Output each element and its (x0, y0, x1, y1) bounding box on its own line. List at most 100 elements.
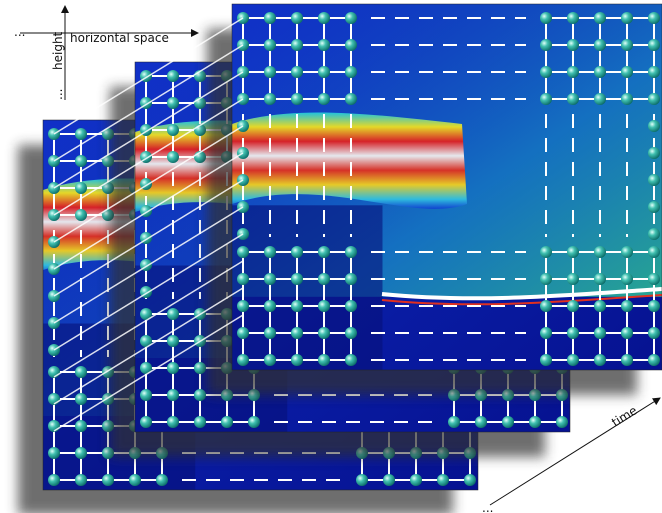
depth-label: time (609, 403, 639, 429)
grid-node (621, 93, 633, 105)
grid-node (264, 93, 276, 105)
grid-node (264, 12, 276, 24)
grid-node (567, 327, 579, 339)
grid-node (75, 393, 87, 405)
grid-node (318, 39, 330, 51)
grid-node (540, 300, 552, 312)
ellipsis: ... (51, 89, 65, 100)
grid-node (648, 147, 660, 159)
grid-node (621, 246, 633, 258)
grid-node (648, 201, 660, 213)
grid-node (529, 416, 541, 428)
grid-node (437, 474, 449, 486)
grid-node (75, 366, 87, 378)
grid-node (264, 39, 276, 51)
grid-node (540, 354, 552, 366)
ellipsis: ... (482, 501, 493, 513)
grid-node (291, 354, 303, 366)
grid-node (75, 128, 87, 140)
grid-node (556, 416, 568, 428)
grid-node (291, 39, 303, 51)
grid-node (540, 39, 552, 51)
grid-node (621, 327, 633, 339)
grid-node (291, 93, 303, 105)
grid-node (140, 389, 152, 401)
grid-node (167, 389, 179, 401)
grid-node (621, 354, 633, 366)
grid-node (567, 354, 579, 366)
grid-node (237, 327, 249, 339)
grid-node (167, 151, 179, 163)
grid-node (567, 300, 579, 312)
grid-node (156, 474, 168, 486)
grid-node (291, 246, 303, 258)
grid-node (540, 327, 552, 339)
ellipsis: ... (14, 25, 25, 39)
cloud-band (232, 112, 467, 208)
grid-node (567, 246, 579, 258)
grid-node (248, 416, 260, 428)
grid-node (237, 354, 249, 366)
grid-node (648, 174, 660, 186)
grid-node (448, 416, 460, 428)
grid-node (194, 416, 206, 428)
grid-node (318, 327, 330, 339)
grid-node (167, 362, 179, 374)
grid-node (621, 273, 633, 285)
grid-node (318, 66, 330, 78)
grid-node (567, 39, 579, 51)
grid-node (221, 416, 233, 428)
grid-node (648, 12, 660, 24)
grid-node (345, 300, 357, 312)
grid-node (621, 39, 633, 51)
grid-node (75, 474, 87, 486)
grid-node (648, 120, 660, 132)
grid-node (264, 273, 276, 285)
grid-node (594, 66, 606, 78)
grid-node (48, 474, 60, 486)
grid-node (75, 209, 87, 221)
grid-node (75, 447, 87, 459)
grid-node (540, 93, 552, 105)
grid-node (291, 12, 303, 24)
grid-node (567, 93, 579, 105)
vertical-label: height (51, 31, 65, 70)
grid-node (264, 354, 276, 366)
horizontal-label: horizontal space (70, 31, 169, 45)
grid-node (167, 335, 179, 347)
grid-node (648, 228, 660, 240)
grid-node (540, 246, 552, 258)
grid-node (648, 39, 660, 51)
grid-node (318, 354, 330, 366)
grid-node (594, 354, 606, 366)
lower-region (232, 205, 383, 370)
grid-node (567, 66, 579, 78)
grid-node (594, 246, 606, 258)
grid-node (464, 474, 476, 486)
grid-node (356, 474, 368, 486)
grid-node (621, 66, 633, 78)
grid-node (567, 12, 579, 24)
grid-node (194, 389, 206, 401)
grid-node (75, 420, 87, 432)
grid-node (75, 182, 87, 194)
layer (207, 4, 662, 395)
grid-node (345, 66, 357, 78)
grid-node (594, 327, 606, 339)
grid-node (291, 273, 303, 285)
grid-node (291, 327, 303, 339)
grid-node (264, 66, 276, 78)
grid-node (345, 39, 357, 51)
grid-node (345, 93, 357, 105)
grid-node (345, 246, 357, 258)
grid-node (237, 273, 249, 285)
grid-node (264, 246, 276, 258)
grid-node (475, 416, 487, 428)
grid-node (594, 12, 606, 24)
grid-node (594, 300, 606, 312)
grid-node (264, 300, 276, 312)
grid-node (291, 300, 303, 312)
grid-node (621, 12, 633, 24)
grid-node (594, 273, 606, 285)
grid-node (237, 246, 249, 258)
